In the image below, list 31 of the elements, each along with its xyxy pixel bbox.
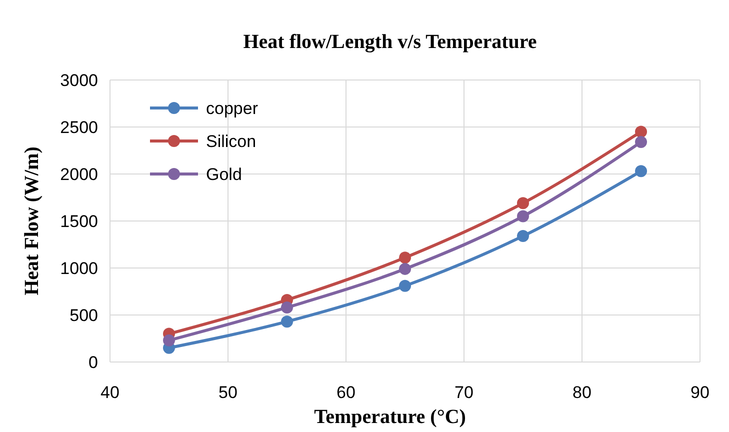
point	[399, 252, 411, 264]
point	[635, 165, 647, 178]
x-tick-label: 40	[100, 383, 120, 402]
point	[281, 301, 293, 314]
y-axis-title: Heat Flow (W/m)	[21, 146, 43, 296]
x-tick-label: 60	[336, 383, 356, 402]
chart-title: Heat flow/Length v/s Temperature	[243, 31, 537, 53]
point	[635, 126, 647, 138]
point	[517, 230, 529, 242]
x-tick-label: 80	[572, 383, 592, 402]
x-axis-title: Temperature (°C)	[314, 406, 466, 428]
point	[517, 210, 529, 222]
y-tick-label: 2500	[60, 118, 98, 137]
point	[399, 280, 411, 292]
y-tick-label: 2000	[60, 165, 98, 184]
point	[399, 262, 411, 275]
point	[163, 334, 175, 346]
x-tick-label: 90	[690, 383, 710, 402]
y-tick-label: 1500	[60, 212, 98, 231]
legend-label: Silicon	[206, 132, 256, 151]
y-tick-label: 3000	[60, 71, 98, 90]
legend-label: Gold	[206, 165, 242, 184]
y-tick-label: 0	[88, 353, 98, 372]
point	[281, 316, 293, 328]
point	[635, 136, 647, 148]
y-tick-label: 500	[70, 306, 98, 325]
point	[517, 197, 529, 210]
x-tick-label: 50	[218, 383, 238, 402]
y-tick-label: 1000	[60, 259, 98, 278]
x-tick-label: 70	[454, 383, 474, 402]
legend-label: copper	[206, 99, 258, 118]
